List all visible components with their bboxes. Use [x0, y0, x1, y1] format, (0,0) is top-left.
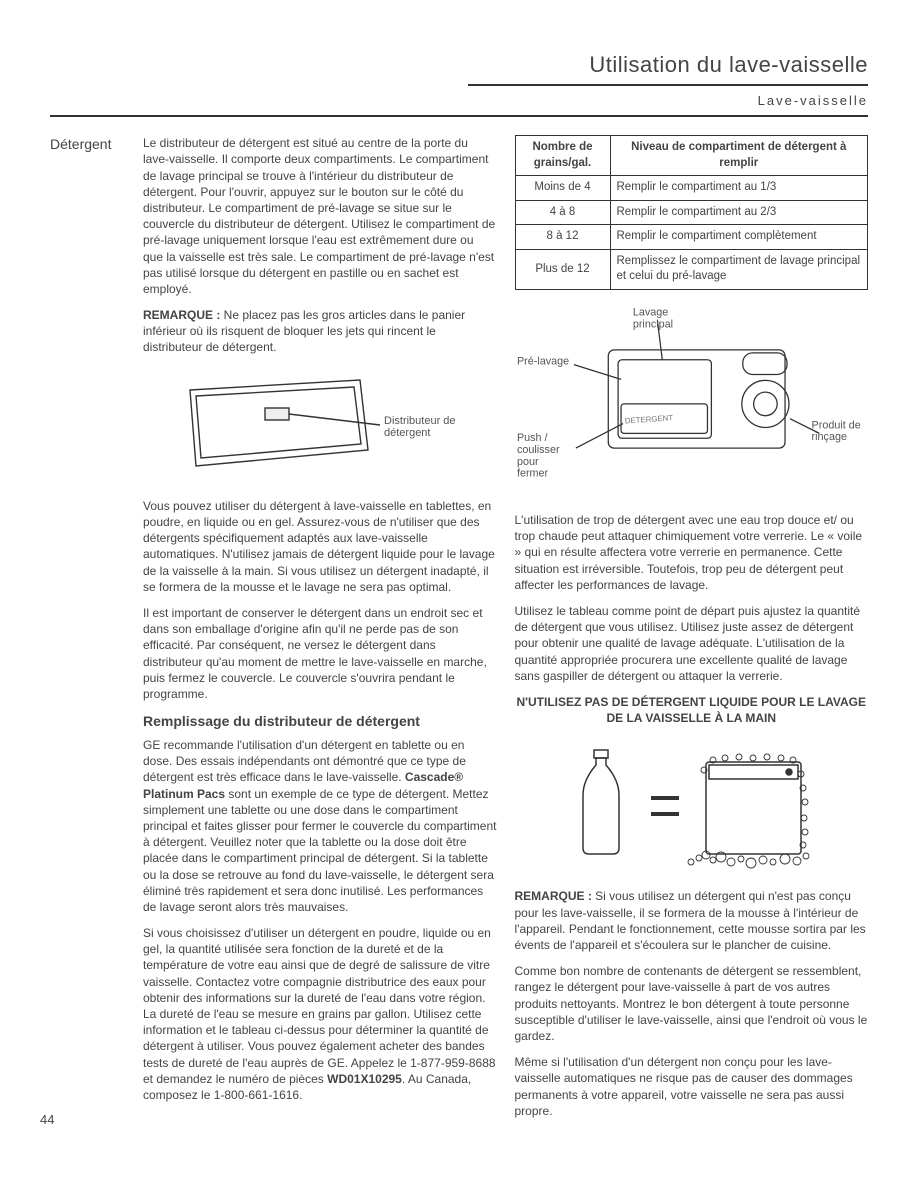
left-p5: Si vous choisissez d'utiliser un déterge… [143, 925, 497, 1103]
th-level: Niveau de compartiment de détergent à re… [610, 136, 868, 176]
svg-text:Pré-lavage: Pré-lavage [516, 355, 568, 367]
svg-text:Produit de: Produit de [811, 419, 860, 431]
fill-subhead: Remplissage du distributeur de détergent [143, 712, 497, 731]
right-remarque2: REMARQUE : Si vous utilisez un détergent… [515, 888, 869, 953]
p5a: Si vous choisissez d'utiliser un déterge… [143, 926, 496, 1086]
bottle-equals-dishwasher-figure [515, 740, 869, 874]
svg-text:Lavage: Lavage [632, 306, 667, 318]
right-p4: Même si l'utilisation d'un détergent non… [515, 1054, 869, 1119]
fig1-caption-a: Distributeur de [384, 415, 456, 427]
svg-text:Push /: Push / [516, 432, 547, 444]
svg-text:coulisser: coulisser [516, 444, 559, 456]
left-p1: Le distributeur de détergent est situé a… [143, 135, 497, 297]
right-p2: Utilisez le tableau comme point de dépar… [515, 603, 869, 684]
svg-text:rinçage: rinçage [811, 431, 846, 443]
r4c2: Remplissez le compartiment de lavage pri… [610, 249, 868, 289]
r1c1: Moins de 4 [515, 176, 610, 201]
right-p3: Comme bon nombre de contenants de déterg… [515, 963, 869, 1044]
r3c1: 8 à 12 [515, 225, 610, 250]
r3c2: Remplir le compartiment complètement [610, 225, 868, 250]
body-columns: Détergent Le distributeur de détergent e… [50, 135, 868, 1129]
left-p3: Il est important de conserver le déterge… [143, 605, 497, 702]
page-subtitle: Lave-vaisselle [50, 92, 868, 110]
p4c: sont un exemple de ce type de détergent.… [143, 787, 496, 914]
fig1-caption-b: détergent [384, 427, 430, 439]
left-remarque1: REMARQUE : Ne placez pas les gros articl… [143, 307, 497, 356]
svg-text:principal: principal [632, 318, 672, 330]
r4c1: Plus de 12 [515, 249, 610, 289]
dispenser-detail-figure: Pré-lavage Lavage principal Push / couli… [515, 304, 869, 498]
full-rule [50, 115, 868, 117]
right-p1: L'utilisation de trop de détergent avec … [515, 512, 869, 593]
left-column: Le distributeur de détergent est situé a… [143, 135, 497, 1129]
left-p4: GE recommande l'utilisation d'un déterge… [143, 737, 497, 915]
svg-text:DETERGENT: DETERGENT [624, 413, 673, 425]
page-title: Utilisation du lave-vaisselle [50, 50, 868, 80]
remarque2-label: REMARQUE : [515, 889, 592, 903]
header-rule [468, 84, 868, 86]
left-p2: Vous pouvez utiliser du détergent à lave… [143, 498, 497, 595]
r2c1: 4 à 8 [515, 200, 610, 225]
no-liquid-warning: N'UTILISEZ PAS DE DÉTERGENT LIQUIDE POUR… [515, 694, 869, 726]
dispenser-door-figure: Distributeur de détergent [143, 370, 497, 484]
r1c2: Remplir le compartiment au 1/3 [610, 176, 868, 201]
section-label: Détergent [50, 135, 125, 1129]
svg-text:pour: pour [516, 456, 538, 468]
right-column: Nombre de grains/gal. Niveau de comparti… [515, 135, 869, 1129]
r2c2: Remplir le compartiment au 2/3 [610, 200, 868, 225]
grains-table: Nombre de grains/gal. Niveau de comparti… [515, 135, 869, 290]
page-header: Utilisation du lave-vaisselle Lave-vaiss… [50, 50, 868, 109]
svg-text:fermer: fermer [516, 467, 548, 479]
p5b: WD01X10295 [327, 1072, 402, 1086]
th-grains: Nombre de grains/gal. [515, 136, 610, 176]
remarque1-label: REMARQUE : [143, 308, 220, 322]
